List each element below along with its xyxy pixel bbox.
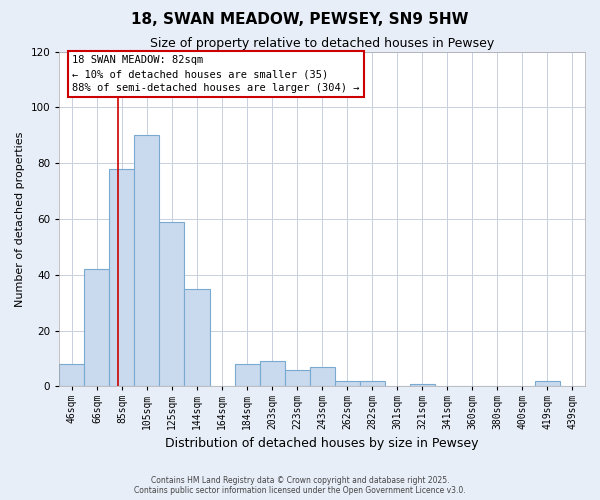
Bar — [109, 169, 134, 386]
Bar — [160, 222, 184, 386]
Title: Size of property relative to detached houses in Pewsey: Size of property relative to detached ho… — [150, 38, 494, 51]
Bar — [410, 384, 435, 386]
Text: Contains HM Land Registry data © Crown copyright and database right 2025.
Contai: Contains HM Land Registry data © Crown c… — [134, 476, 466, 495]
Bar — [260, 362, 284, 386]
Bar — [335, 381, 360, 386]
Text: 18 SWAN MEADOW: 82sqm
← 10% of detached houses are smaller (35)
88% of semi-deta: 18 SWAN MEADOW: 82sqm ← 10% of detached … — [73, 55, 360, 93]
Bar — [535, 381, 560, 386]
Bar — [59, 364, 85, 386]
Bar — [360, 381, 385, 386]
Bar — [134, 136, 160, 386]
Bar — [85, 270, 109, 386]
Bar — [235, 364, 260, 386]
Bar — [284, 370, 310, 386]
Bar — [310, 367, 335, 386]
Text: 18, SWAN MEADOW, PEWSEY, SN9 5HW: 18, SWAN MEADOW, PEWSEY, SN9 5HW — [131, 12, 469, 28]
Y-axis label: Number of detached properties: Number of detached properties — [15, 132, 25, 307]
X-axis label: Distribution of detached houses by size in Pewsey: Distribution of detached houses by size … — [166, 437, 479, 450]
Bar — [184, 289, 209, 386]
